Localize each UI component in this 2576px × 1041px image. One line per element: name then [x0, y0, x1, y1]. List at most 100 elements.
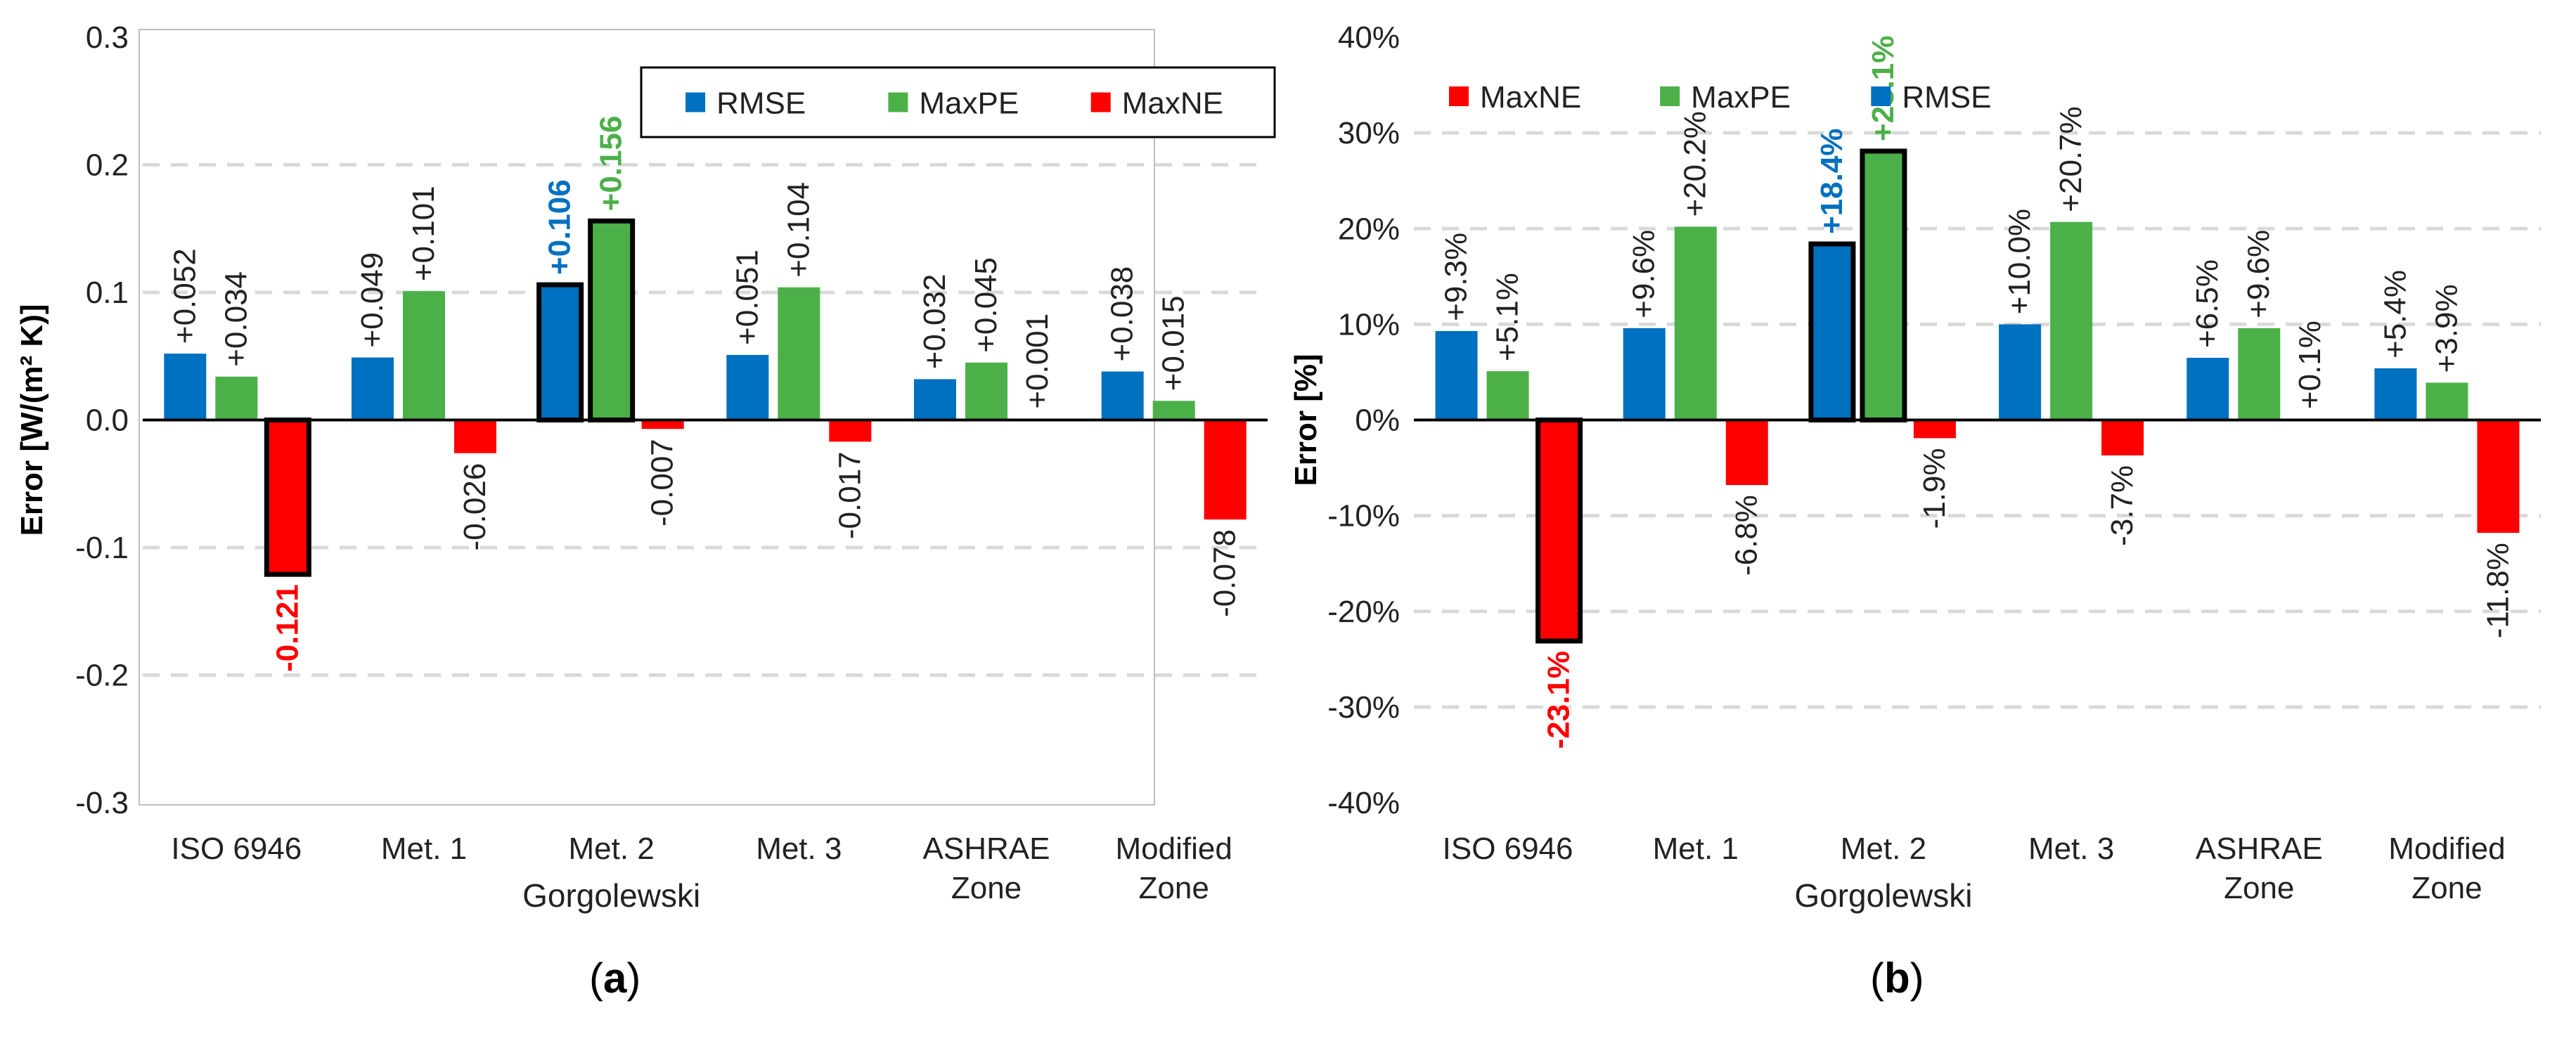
bar-rmse: [1435, 330, 1478, 420]
x-tick-label: Zone: [1139, 871, 1209, 905]
bar-maxpe: [1860, 148, 1907, 423]
x-tick-label: Met. 2: [1841, 832, 1926, 866]
legend-swatch-maxpe: [888, 92, 908, 112]
panel-caption: (a): [589, 955, 640, 1002]
bar-maxne: [829, 420, 872, 442]
x-tick-label: ISO 6946: [171, 832, 302, 866]
bar-rmse: [2187, 358, 2229, 420]
bar-maxne: [2477, 420, 2520, 534]
bar-rmse: [352, 357, 394, 420]
legend-label: MaxNE: [1122, 86, 1223, 121]
bar-value-label: +10.0%: [2002, 209, 2037, 314]
bar-value-label: +0.1%: [2293, 321, 2327, 409]
legend-box: [640, 66, 1276, 138]
bar-value-label: +0.156: [594, 116, 629, 212]
bar-value-label: +0.038: [1105, 266, 1140, 362]
legend-swatch-maxne: [1090, 92, 1111, 112]
x-tick-label: Modified: [1116, 832, 1232, 866]
bar-maxpe: [1152, 401, 1195, 420]
x-tick-label: ASHRAE: [923, 832, 1050, 866]
bar-value-label: +0.051: [730, 250, 764, 345]
x-tick-label: Met. 3: [756, 832, 842, 866]
bar-maxne: [1725, 420, 1768, 486]
bar-value-label: +18.4%: [1815, 129, 1849, 234]
bar-maxne: [1913, 420, 1956, 439]
bar-value-label: -0.007: [645, 439, 680, 526]
x-tick-label: Zone: [2224, 871, 2294, 905]
bar-maxpe: [2050, 221, 2093, 420]
x-tick-label: ASHRAE: [2196, 832, 2323, 866]
x-tick-label: Zone: [2411, 871, 2482, 905]
legend-swatch-rmse: [685, 92, 706, 112]
legend-label: MaxNE: [1480, 80, 1581, 115]
bar-value-label: +3.9%: [2429, 284, 2464, 373]
bar-maxne: [264, 418, 311, 577]
bar-value-label: +0.015: [1157, 295, 1191, 391]
y-tick-label: -10%: [1327, 499, 1400, 534]
chart-panel-b: -40% -30% -20% -10% 0% 10% 20% 30% 40% Error [%] +…: [1289, 20, 2541, 1002]
bar-maxne: [2101, 420, 2144, 455]
legend-label: RMSE: [716, 86, 806, 121]
bar-maxne: [1535, 418, 1583, 644]
bar-rmse: [726, 354, 769, 420]
bar-value-label: +5.1%: [1490, 273, 1525, 361]
x-tick-label: Met. 1: [381, 832, 467, 866]
y-tick-label: 10%: [1338, 307, 1400, 342]
legend-label: MaxPE: [1691, 80, 1791, 115]
y-tick-label: 0.2: [86, 148, 129, 183]
y-tick-label: -0.1: [75, 531, 129, 565]
x-tick-label: Met. 1: [1653, 832, 1739, 866]
bar-value-label: +0.045: [969, 257, 1003, 353]
bar-rmse: [1999, 324, 2042, 420]
x-tick-label: Met. 3: [2028, 832, 2114, 866]
bar-maxpe: [965, 362, 1007, 420]
legend-swatch-maxpe: [1660, 86, 1680, 106]
bar-maxpe: [403, 291, 445, 420]
y-tick-label: -20%: [1327, 595, 1400, 629]
bar-value-label: +9.6%: [2241, 230, 2276, 318]
legend-label: RMSE: [1902, 80, 1991, 115]
bar-rmse: [1808, 241, 1856, 422]
y-tick-label: -0.3: [75, 786, 129, 820]
bar-maxpe: [2426, 382, 2468, 420]
bar-value-label: +9.3%: [1439, 233, 1474, 321]
bar-value-label: +0.032: [917, 274, 952, 370]
bar-rmse: [2374, 368, 2417, 420]
bar-maxpe: [588, 218, 636, 422]
x-group-caption: Gorgolewski: [522, 877, 700, 914]
bar-value-label: +0.106: [543, 179, 577, 275]
y-tick-label: 0.0: [86, 403, 129, 438]
y-tick-label: -40%: [1327, 786, 1400, 820]
x-tick-label: Modified: [2388, 832, 2505, 866]
y-axis-label: Error [W/(m² K)]: [15, 304, 49, 536]
bar-value-label: -6.8%: [1730, 495, 1764, 576]
bar-value-label: +0.052: [167, 248, 202, 344]
bar-rmse: [164, 354, 207, 420]
panel-caption: (b): [1870, 955, 1924, 1002]
bar-value-label: -11.8%: [2480, 543, 2515, 638]
bar-maxne: [1204, 420, 1247, 520]
bar-value-label: +20.7%: [2054, 106, 2088, 212]
bar-value-label: -1.9%: [1917, 448, 1952, 529]
bar-maxpe: [215, 376, 258, 420]
y-tick-label: -0.2: [75, 659, 129, 693]
bar-value-label: +0.049: [355, 252, 389, 348]
bar-maxpe: [2238, 328, 2281, 420]
bar-value-label: -3.7%: [2105, 465, 2139, 546]
x-tick-label: Zone: [951, 871, 1022, 905]
bar-maxne: [454, 420, 496, 453]
bar-value-label: +0.101: [406, 186, 441, 281]
bar-value-label: +9.6%: [1627, 230, 1661, 318]
bar-value-label: +6.5%: [2190, 259, 2224, 348]
bar-maxpe: [778, 287, 820, 420]
bar-maxne: [641, 420, 684, 429]
bar-value-label: +0.034: [219, 271, 253, 367]
y-tick-label: 30%: [1338, 116, 1400, 150]
x-tick-label: Met. 2: [569, 832, 655, 866]
bar-value-label: +0.001: [1020, 313, 1055, 409]
bar-value-label: -23.1%: [1542, 651, 1576, 749]
legend-swatch-maxne: [1449, 86, 1469, 106]
bar-rmse: [1101, 371, 1144, 420]
bar-value-label: -0.026: [458, 463, 492, 551]
